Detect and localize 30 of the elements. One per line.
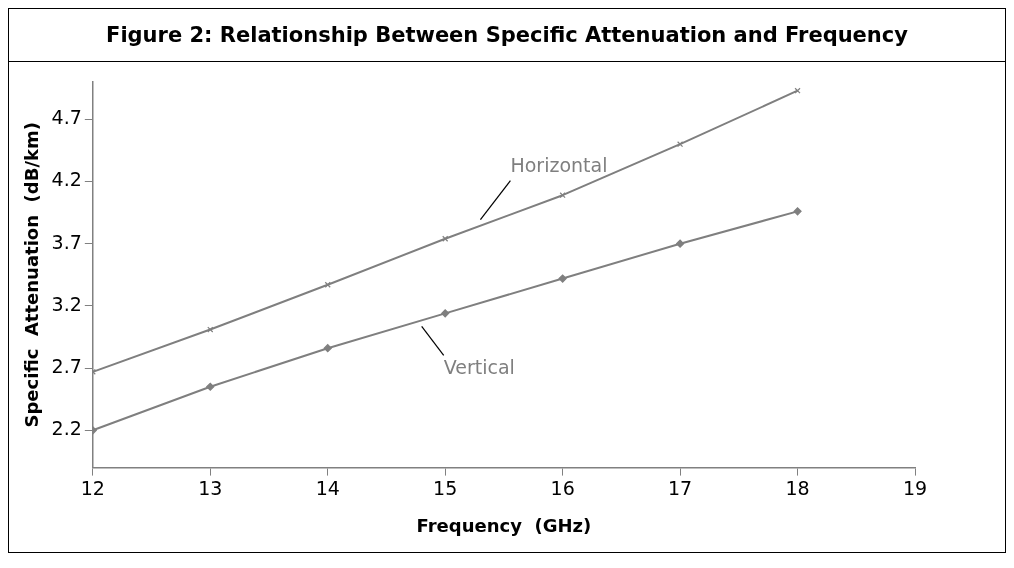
point [558, 274, 567, 283]
x-tick-label: 16 [550, 476, 575, 499]
y-tick-label: 4.2 [51, 168, 82, 191]
x-tick-label: 14 [315, 476, 340, 499]
point [442, 235, 449, 242]
x-tick-label: 19 [902, 476, 928, 499]
x-tick-label: 15 [433, 476, 458, 499]
y-axis-title: Specific Attenuation (dB/km) [21, 122, 43, 428]
point [441, 309, 450, 318]
x-tick-label: 18 [785, 476, 810, 499]
y-tick-label: 4.7 [51, 106, 82, 129]
point [793, 207, 802, 216]
series-label: Horizontal [510, 154, 608, 177]
y-tick-label: 2.7 [51, 355, 82, 378]
point [675, 239, 685, 248]
point [323, 344, 332, 353]
x-axis-title: Frequency (GHz) [416, 514, 592, 536]
y-tick-label: 2.2 [51, 417, 82, 440]
y-tick-label: 3.2 [51, 292, 82, 315]
point [206, 382, 215, 391]
point [794, 87, 801, 94]
point [677, 141, 684, 148]
y-tick-label: 3.7 [51, 230, 82, 253]
point [207, 326, 214, 333]
chart-title: Figure 2: Relationship Between Specific Attenuation and Frequency [9, 9, 1005, 62]
x-tick-label: 17 [668, 476, 693, 499]
x-tick-label: 12 [80, 476, 105, 499]
x-tick-label: 13 [198, 476, 223, 499]
point [559, 192, 566, 199]
text: Vertical [443, 355, 515, 378]
